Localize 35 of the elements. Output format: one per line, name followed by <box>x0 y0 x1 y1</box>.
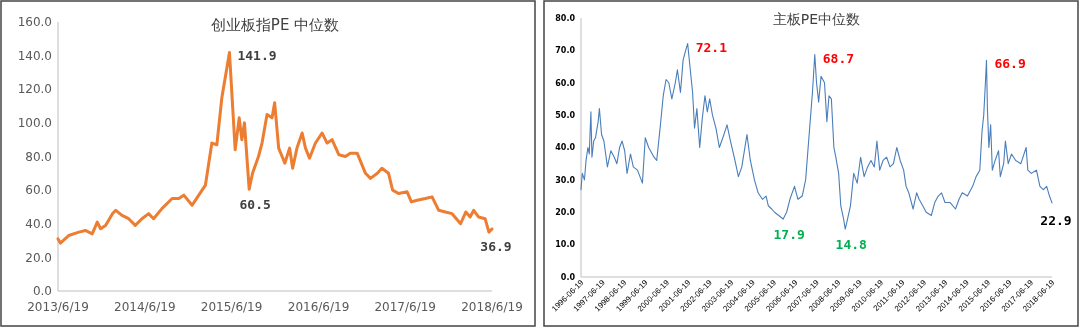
annotation: 66.9 <box>994 56 1026 72</box>
y-tick-label: 30.0 <box>555 175 576 185</box>
x-tick-label: 2018/6/19 <box>461 300 523 314</box>
y-tick-label: 40.0 <box>555 143 576 153</box>
y-tick-label: 50.0 <box>555 110 576 120</box>
y-tick-label: 80.0 <box>555 13 576 23</box>
annotation: 36.9 <box>480 238 512 254</box>
y-tick-label: 140.0 <box>17 48 52 63</box>
y-tick-label: 10.0 <box>555 240 576 250</box>
x-tick-label: 2014/6/19 <box>114 300 176 314</box>
y-tick-label: 100.0 <box>17 116 52 131</box>
annotation: 17.9 <box>773 227 805 243</box>
y-tick-label: 160.0 <box>17 15 52 30</box>
y-tick-label: 0.0 <box>32 284 52 299</box>
annotation: 72.1 <box>695 39 728 55</box>
y-tick-label: 70.0 <box>555 46 576 56</box>
annotation: 60.5 <box>239 197 271 213</box>
x-tick-label: 2017/6/19 <box>374 300 436 314</box>
x-tick-label: 2016/6/19 <box>287 300 350 314</box>
annotation: 14.8 <box>835 237 868 253</box>
y-tick-label: 120.0 <box>17 82 52 97</box>
y-tick-label: 0.0 <box>560 272 576 282</box>
y-tick-label: 40.0 <box>25 216 52 231</box>
chart-title: 主板PE中位数 <box>772 11 861 27</box>
annotation: 22.9 <box>1040 212 1072 228</box>
x-tick-label: 2015/6/19 <box>200 300 263 314</box>
y-tick-label: 60.0 <box>25 183 52 198</box>
y-tick-label: 80.0 <box>25 149 52 164</box>
y-tick-label: 60.0 <box>555 78 576 88</box>
chart-title: 创业板指PE 中位数 <box>210 16 340 34</box>
y-tick-label: 20.0 <box>25 250 52 265</box>
y-tick-label: 20.0 <box>555 208 576 218</box>
x-tick-label: 2013/6/19 <box>27 300 89 314</box>
annotation: 141.9 <box>237 48 277 64</box>
annotation: 68.7 <box>822 50 855 66</box>
